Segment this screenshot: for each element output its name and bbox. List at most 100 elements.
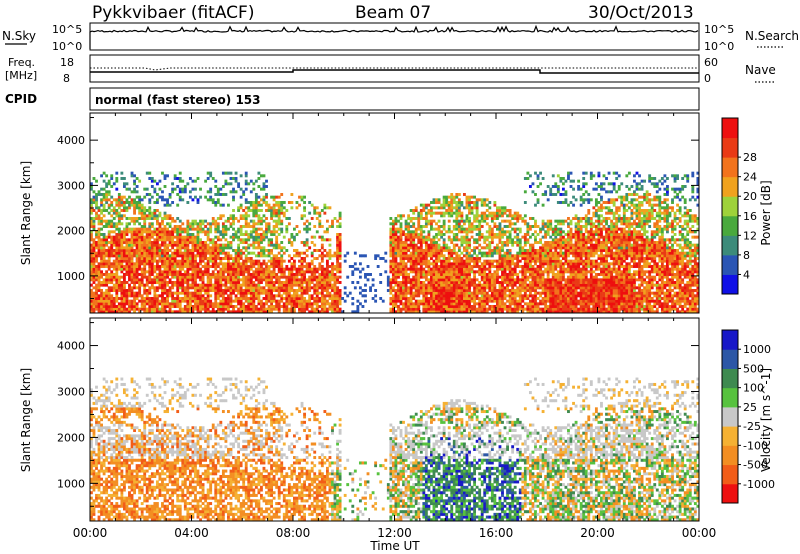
power-cell bbox=[270, 259, 273, 263]
power-cell bbox=[272, 214, 276, 218]
power-cell bbox=[178, 198, 182, 202]
power-cell bbox=[227, 307, 230, 311]
power-cell bbox=[412, 291, 416, 295]
power-cell bbox=[275, 275, 279, 279]
power-cell bbox=[102, 179, 106, 183]
power-cell bbox=[204, 307, 208, 311]
power-cell bbox=[511, 273, 515, 276]
power-cell bbox=[280, 294, 284, 298]
power-cell bbox=[117, 222, 121, 226]
power-cell bbox=[391, 225, 395, 228]
power-cell bbox=[463, 297, 466, 300]
power-cell bbox=[140, 281, 144, 284]
power-cell bbox=[161, 259, 164, 263]
power-cell bbox=[186, 262, 190, 266]
power-cell bbox=[422, 281, 426, 284]
power-cell bbox=[407, 249, 411, 252]
power-cell bbox=[315, 206, 319, 210]
power-cell bbox=[470, 270, 474, 274]
power-cell bbox=[130, 289, 134, 292]
power-cell bbox=[122, 251, 126, 255]
power-cell bbox=[191, 187, 195, 191]
power-cell bbox=[194, 262, 197, 266]
power-cell bbox=[150, 233, 154, 236]
power-cell bbox=[478, 302, 482, 306]
power-cell bbox=[120, 235, 124, 239]
power-cell bbox=[171, 302, 175, 306]
power-cell bbox=[478, 230, 482, 234]
power-cell bbox=[158, 278, 162, 282]
power-cell bbox=[460, 230, 464, 234]
power-cell bbox=[437, 299, 441, 303]
power-cell bbox=[128, 294, 131, 298]
power-cell bbox=[419, 291, 423, 295]
power-cell bbox=[452, 219, 456, 223]
power-cell bbox=[333, 273, 337, 276]
power-cell bbox=[285, 302, 289, 306]
power-cell bbox=[237, 283, 241, 287]
power-cell bbox=[397, 249, 400, 252]
power-cell bbox=[214, 185, 218, 188]
power-cell bbox=[399, 238, 403, 242]
power-cell bbox=[455, 259, 459, 263]
power-cell bbox=[260, 233, 263, 236]
power-cell bbox=[143, 265, 147, 268]
power-cell bbox=[117, 219, 121, 223]
power-cell bbox=[305, 307, 309, 311]
power-cell bbox=[315, 294, 319, 298]
power-cell bbox=[488, 278, 492, 282]
power-cell bbox=[419, 235, 423, 239]
power-cell bbox=[310, 281, 314, 284]
power-cell bbox=[145, 302, 149, 306]
power-cell bbox=[265, 265, 268, 268]
power-cell bbox=[402, 275, 405, 279]
power-cell bbox=[430, 238, 433, 242]
power-cell bbox=[430, 246, 433, 250]
power-cell bbox=[201, 270, 205, 274]
power-cell bbox=[511, 307, 515, 311]
power-cell bbox=[117, 238, 121, 242]
power-cell bbox=[183, 310, 187, 314]
power-cell bbox=[293, 310, 296, 314]
power-cell bbox=[488, 297, 492, 300]
power-cell bbox=[485, 310, 489, 314]
power-cell bbox=[404, 297, 408, 300]
power-cell bbox=[508, 278, 512, 282]
power-cell bbox=[498, 235, 502, 239]
power-cell bbox=[133, 278, 136, 282]
power-cell bbox=[463, 289, 466, 292]
power-cell bbox=[105, 297, 109, 300]
power-cell bbox=[122, 238, 126, 242]
power-cell bbox=[252, 251, 256, 255]
power-cell bbox=[209, 254, 213, 258]
power-cell bbox=[115, 310, 119, 314]
power-cell bbox=[470, 235, 474, 239]
power-cell bbox=[457, 281, 461, 284]
power-cell bbox=[247, 214, 251, 218]
power-cell bbox=[457, 254, 461, 258]
power-cell bbox=[206, 297, 210, 300]
power-cell bbox=[310, 262, 314, 266]
power-cell bbox=[183, 187, 187, 191]
power-cell bbox=[465, 195, 469, 199]
power-cell bbox=[150, 310, 154, 314]
power-cell bbox=[518, 283, 522, 287]
power-cell bbox=[457, 219, 461, 223]
power-cell bbox=[473, 310, 476, 314]
power-cell bbox=[394, 254, 398, 258]
power-cell bbox=[150, 217, 154, 220]
power-cell bbox=[303, 227, 306, 231]
power-cell bbox=[186, 305, 190, 308]
power-cell bbox=[92, 262, 96, 266]
power-cell bbox=[199, 275, 202, 279]
power-cell bbox=[445, 243, 449, 247]
power-cell bbox=[445, 270, 449, 274]
power-cell bbox=[501, 283, 504, 287]
power-cell bbox=[270, 257, 273, 260]
power-cell bbox=[272, 294, 276, 298]
power-cell bbox=[196, 283, 200, 287]
power-cell bbox=[516, 254, 520, 258]
power-cell bbox=[122, 278, 126, 282]
power-cell bbox=[336, 257, 339, 260]
power-cell bbox=[516, 289, 520, 292]
